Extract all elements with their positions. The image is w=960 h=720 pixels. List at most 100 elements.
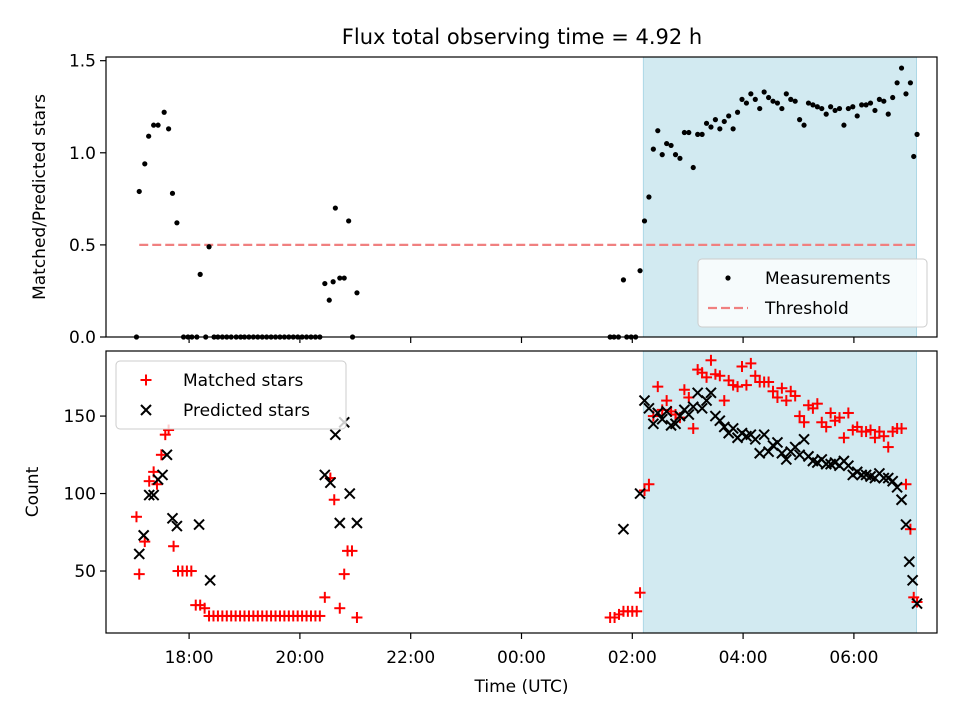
x-tick-label: 00:00 [497,648,546,668]
legend-label-measurements: Measurements [765,269,891,289]
predicted-star-point [842,459,855,472]
predicted-star-point [705,387,717,399]
measurement-point [743,100,750,106]
matched-star-point [351,612,363,624]
measurement-point [664,140,670,147]
top-axes-frame [105,56,938,338]
x-tick-label: 20:00 [275,648,324,668]
measurement-point [641,218,648,224]
y-tick-label: 0.5 [69,236,96,256]
measurement-point [911,153,917,160]
predicted-star-point [776,447,788,459]
measurement-point [703,120,710,126]
measurement-point [819,105,825,112]
measurement-point [659,152,665,158]
matched-star-point [780,395,792,407]
predicted-star-point [687,401,699,413]
predicted-star-point [660,405,673,418]
measurement-point [174,220,180,226]
measurement-point [330,279,336,285]
predicted-star-point [683,408,695,421]
measurement-point [783,91,789,97]
predicted-star-point [891,481,903,494]
measurement-point [814,104,820,110]
measurement-point [859,102,865,108]
x-tick-label: 06:00 [829,648,878,668]
matched-star-point [911,596,923,608]
predicted-star-point [324,476,337,489]
legend-label-matched: Matched stars [183,371,303,391]
matched-star-point [896,422,908,434]
predicted-star-point [351,517,363,529]
measurement-point [686,129,692,136]
predicted-star-point [656,413,668,425]
measurement-point [898,65,905,71]
measurement-point [354,290,360,296]
measurement-point [836,105,843,112]
measurement-point [805,100,812,106]
measurement-point [650,146,656,152]
predicted-star-point [643,402,655,415]
matched-star-point [338,568,350,580]
matched-star-point [763,376,775,388]
matched-star-point [334,602,346,614]
matched-star-point [900,478,912,490]
measurement-point [136,188,142,195]
measurement-point [726,113,732,119]
measurement-point [739,96,745,102]
predicted-star-point [906,574,919,587]
measurement-point [717,126,723,132]
measurement-point [337,275,343,281]
predicted-star-point [647,418,660,430]
measurement-point [142,161,148,167]
predicted-star-point [161,449,173,461]
predicted-star-point [771,436,784,449]
x-tick-label: 04:00 [719,648,768,668]
measurement-point [903,91,909,97]
measurement-point [146,133,152,139]
matched-star-point [643,478,655,490]
matched-star-point [705,354,717,366]
measurement-point [161,109,167,115]
matched-star-point [714,370,726,382]
matched-star-point [346,545,358,557]
matched-star-point [199,602,211,614]
measurement-point [845,105,851,112]
measurement-point [690,164,696,171]
measurement-point [721,118,727,125]
measurement-point [761,89,767,95]
measurement-point [823,111,829,117]
matched-star-point [767,385,779,397]
bottom-y-axis-label: Count [23,466,43,517]
legend-measurement-marker [725,275,731,281]
measurement-point [677,155,683,161]
matched-star-point [631,605,643,617]
predicted-star-point [700,394,713,407]
legend-matched-marker [140,374,152,386]
matched-star-point [652,381,664,393]
predicted-star-point [714,415,726,427]
predicted-star-point [204,574,216,587]
bottom-axes-frame [105,350,938,634]
measurement-point [166,126,172,132]
measurement-point [748,91,754,97]
predicted-star-point [334,517,346,529]
top-legend: Measurements Threshold [697,258,928,328]
matched-star-point [869,432,881,444]
measurement-point [788,96,794,102]
measurement-point [752,96,758,102]
measurement-point [914,131,920,137]
matched-star-point [314,610,326,622]
predicted-star-point [156,469,169,481]
predicted-star-point [886,475,899,487]
matched-star-point [155,449,167,461]
matched-star-point [789,390,801,402]
predicted-star-point [634,487,646,500]
predicted-star-point [780,453,793,466]
bottom-legend: Matched stars Predicted stars [115,360,347,430]
measurement-point [867,100,874,106]
predicted-star-point [911,597,923,610]
matched-star-point [833,412,845,424]
measurement-point [828,104,834,110]
